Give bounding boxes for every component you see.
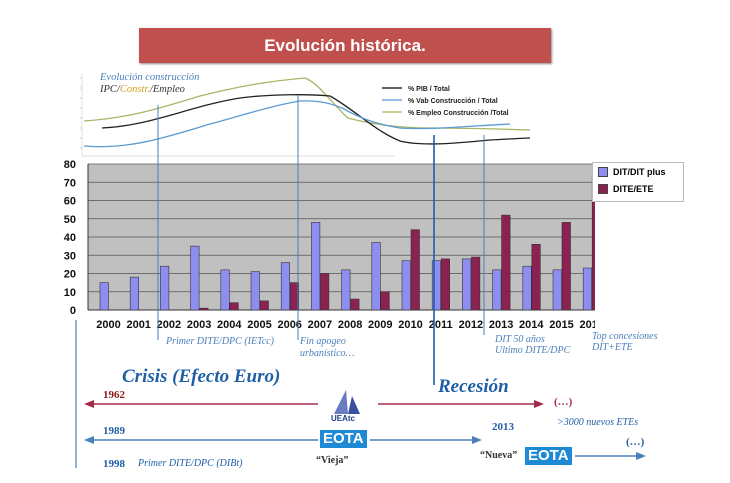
ellipsis-blue: (…)	[626, 436, 645, 448]
bar-legend: DIT/DIT plus DITE/ETE	[592, 162, 684, 202]
top-legend-label: % Vab Construcción / Total	[408, 98, 498, 105]
bar-dite-2006	[289, 282, 299, 311]
annot-recesion: Recesión	[438, 376, 509, 397]
bar-dite-2005	[259, 300, 269, 311]
annot-fin-apogeo: Fin apogeo urbanístico…	[300, 336, 355, 359]
x-tick-label: 2015	[549, 319, 573, 331]
vab-line	[83, 100, 511, 148]
bar-dite-2004	[229, 302, 239, 311]
ellipsis-red: (…)	[554, 396, 573, 408]
bar-dit-2008	[341, 269, 351, 311]
bar-dit-2004	[220, 269, 230, 311]
bar-chart: 0 10 20 30 40 50 60 70 80 2000 2001 2002 2003 2004 20…	[64, 160, 595, 331]
y-tick-label: 0	[70, 305, 76, 317]
bar-dite-2009	[380, 291, 390, 311]
x-tick-label: 2008	[338, 319, 362, 331]
y-tick-label: 20	[64, 269, 76, 281]
bar-dite-2012	[471, 256, 481, 311]
legend-swatch-dit	[598, 166, 608, 177]
annot-3000-etes: >3000 nuevos ETEs	[557, 417, 639, 428]
legend-swatch-dite	[598, 183, 608, 194]
y-tick-label: 60	[64, 196, 76, 208]
bar-dit-2010	[401, 260, 411, 311]
legend-item-dite: DITE/ETE	[593, 180, 683, 197]
x-tick-label: 2016	[579, 319, 595, 331]
x-tick-label: 2007	[308, 319, 332, 331]
bar-dit-2006	[280, 262, 290, 311]
legend-item-dit: DIT/DIT plus	[593, 163, 683, 180]
x-tick-label: 2010	[398, 319, 422, 331]
bar-dit-2001	[129, 276, 139, 311]
bar-dit-2015	[552, 269, 562, 311]
top-line-chart: % PIB / Total % Vab Construcción / Total%…	[80, 74, 531, 157]
top-legend-label: % Empleo Construcción /Total	[408, 110, 509, 117]
annot-top-concesiones: Top concesiones DIT+ETE	[592, 331, 657, 353]
annot-primer-dibt: Primer DITE/DPC (DIBt)	[138, 458, 243, 469]
annot-dit50-line2: Ultimo DITE/DPC	[495, 345, 571, 356]
bar-dit-2005	[250, 271, 260, 311]
bar-dit-2012	[462, 258, 472, 311]
bar-dite-2013	[501, 214, 511, 311]
pib-line	[101, 94, 531, 145]
annot-primer-dite: Primer DITE/DPC (IETcc)	[166, 336, 274, 347]
annot-top-line1: Top concesiones	[592, 331, 658, 342]
bar-dite-2008	[350, 298, 360, 311]
eota-logo-new: EOTA	[525, 447, 572, 465]
bar-dit-2011	[431, 260, 442, 311]
year-1998: 1998	[103, 458, 125, 470]
x-tick-label: 2003	[187, 319, 211, 331]
x-tick-label: 2004	[217, 319, 242, 331]
bar-dit-2003	[190, 245, 200, 311]
bar-dit-2009	[371, 242, 381, 311]
bar-dit-2016	[582, 267, 593, 311]
x-tick-label: 2013	[489, 319, 513, 331]
bar-dit-2002	[160, 265, 170, 311]
bar-dit-2007	[311, 222, 321, 311]
top-chart-label-line1: Evolución construcción	[100, 72, 200, 83]
x-tick-label: 2014	[519, 319, 544, 331]
x-tick-label: 2006	[277, 319, 301, 331]
bar-dite-2010	[410, 229, 420, 311]
annot-dit50: DIT 50 años Ultimo DITE/DPC	[495, 334, 570, 356]
x-tick-label: 2005	[247, 319, 271, 331]
bar-dite-2014	[531, 244, 541, 311]
bar-dit-2013	[492, 269, 502, 311]
year-2013: 2013	[492, 421, 514, 433]
top-chart-label: Evolución construcción IPC/Constr./Emple…	[100, 72, 199, 96]
y-tick-label: 30	[64, 250, 76, 262]
x-tick-label: 2011	[429, 319, 453, 331]
label-vieja: “Vieja”	[316, 455, 349, 466]
y-tick-label: 70	[64, 177, 76, 189]
x-tick-label: 2002	[157, 319, 181, 331]
y-tick-label: 40	[64, 232, 76, 244]
bar-dite-2003	[199, 307, 209, 311]
y-tick-label: 50	[64, 214, 76, 226]
ueatc-logo: UEAtc	[328, 388, 368, 428]
ueatc-logo-icon	[334, 390, 360, 414]
x-tick-label: 2000	[96, 319, 120, 331]
x-tick-label: 2001	[126, 319, 150, 331]
bar-dite-2016	[591, 174, 595, 311]
eota-logo-old: EOTA	[320, 430, 367, 448]
top-legend-label: % PIB / Total	[408, 86, 450, 93]
bar-dit-2000	[99, 282, 109, 311]
page-title: Evolución histórica.	[139, 28, 551, 63]
bar-dite-2011	[440, 258, 451, 311]
bar-dite-2015	[561, 222, 571, 311]
y-tick-label: 10	[64, 287, 76, 299]
annot-dit50-line1: DIT 50 años	[495, 334, 545, 345]
x-tick-label: 2009	[368, 319, 392, 331]
year-1962: 1962	[103, 389, 125, 401]
bar-dit-2014	[522, 265, 532, 311]
label-nueva: “Nueva”	[480, 450, 518, 461]
bar-dite-2007	[320, 273, 330, 311]
annot-crisis: Crisis (Efecto Euro)	[122, 366, 281, 387]
annot-top-line2: DIT+ETE	[592, 342, 633, 353]
y-tick-label: 80	[64, 160, 76, 171]
x-tick-label: 2012	[459, 319, 483, 331]
top-chart-label-line2: IPC/Constr./Empleo	[100, 84, 185, 95]
year-1989: 1989	[103, 425, 125, 437]
